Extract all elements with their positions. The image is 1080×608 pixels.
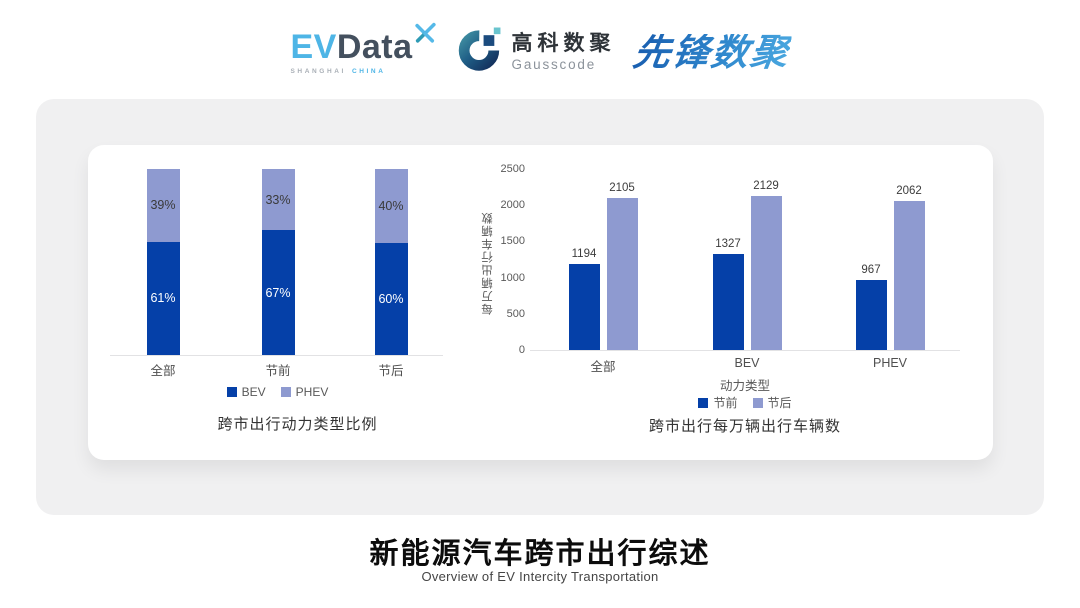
chart-panel-card: 跨市出行动力类型比例 39% 61% 全部 33% 67% 节前 40% 60% 节后 BEV PH… [88, 145, 993, 460]
evdata-sparkle-icon [414, 22, 437, 50]
bar-value-label: 2062 [896, 184, 922, 197]
bar-rect [855, 280, 887, 350]
header-logos: EV Data SHANGHAI CHINA [290, 22, 793, 78]
bar-group-全部: 1194 2105 [568, 169, 638, 350]
bar-节前-BEV: 1327 [712, 237, 744, 350]
evdata-data-text: Data [336, 27, 413, 66]
legend: 节前 节后 [530, 394, 960, 411]
left-x-axis-line [110, 355, 443, 356]
gausscode-cn-text: 高科数聚 [511, 31, 616, 55]
category-label-全部: 全部 [590, 360, 616, 374]
gausscode-logo: 高科数聚 Gausscode [457, 27, 616, 77]
bar-value-label: 1327 [715, 237, 741, 250]
evdata-subtitle: SHANGHAI CHINA [290, 68, 412, 75]
right-x-axis-line [530, 350, 960, 351]
legend-swatch [698, 397, 709, 408]
category-label-PHEV: PHEV [872, 356, 908, 370]
stacked-bar-节前: 33% 67% [261, 169, 295, 355]
bar-segment-PHEV: 39% [146, 169, 180, 242]
bar-value-label: 2105 [609, 181, 635, 194]
evdata-wordmark: EV Data [290, 30, 412, 64]
gausscode-icon [457, 27, 502, 77]
bar-节后-全部: 2105 [606, 181, 638, 350]
bar-segment-PHEV: 40% [374, 169, 408, 244]
bar-rect [606, 197, 638, 350]
legend-item-节后: 节后 [752, 394, 792, 411]
power-type-ratio-chart: 跨市出行动力类型比例 39% 61% 全部 33% 67% 节前 40% 60% 节后 BEV PH… [88, 145, 993, 460]
bar-rect [568, 263, 600, 350]
bar-节前-全部: 1194 [568, 247, 600, 350]
evdata-ev-text: EV [290, 27, 337, 66]
bar-节后-PHEV: 2062 [893, 184, 925, 350]
evdata-subtitle-shanghai: SHANGHAI [290, 67, 346, 75]
bar-value-label: 967 [861, 264, 881, 276]
bar-segment-BEV: 67% [261, 230, 295, 355]
legend-swatch [226, 387, 237, 397]
evdata-subtitle-china: CHINA [351, 67, 386, 75]
outer-gray-card: 跨市出行动力类型比例 39% 61% 全部 33% 67% 节前 40% 60% 节后 BEV PH… [36, 99, 1044, 515]
legend-label: PHEV [295, 385, 329, 399]
right-chart-x-axis-label: 动力类型 [719, 379, 770, 393]
bar-节后-BEV: 2129 [750, 179, 782, 350]
y-tick-label-2500: 2500 [500, 163, 525, 175]
gausscode-wordmark: 高科数聚 Gausscode [512, 32, 616, 73]
bar-value-label: 1194 [571, 247, 597, 260]
legend-label: BEV [241, 385, 266, 399]
right-chart-y-axis-label: 每万辆出行车辆数 [482, 211, 494, 315]
bar-segment-BEV: 60% [374, 243, 408, 355]
category-label-节后: 节后 [378, 364, 404, 378]
bar-group-PHEV: 967 2062 [855, 169, 925, 350]
legend-item-BEV: BEV [226, 385, 266, 399]
bar-rect [893, 200, 925, 350]
pioneer-data-logo: 先锋数聚 [630, 31, 793, 73]
legend-swatch [752, 397, 763, 408]
page-subtitle: Overview of EV Intercity Transportation [421, 569, 659, 584]
left-chart-title: 跨市出行动力类型比例 [217, 416, 378, 433]
legend: BEV PHEV [110, 385, 445, 399]
legend-item-节前: 节前 [698, 394, 738, 411]
bar-segment-PHEV: 33% [261, 169, 295, 231]
y-tick-label-2000: 2000 [500, 199, 525, 212]
evdata-logo: EV Data SHANGHAI CHINA [290, 22, 438, 75]
category-label-节前: 节前 [265, 364, 291, 378]
legend-label: 节前 [713, 396, 738, 410]
trips-per-10k-chart: 每万辆出行车辆数 动力类型 跨市出行每万辆出行车辆数 0 500 1000 1500 2… [88, 145, 993, 460]
stacked-bar-全部: 39% 61% [146, 169, 180, 355]
bar-rect [750, 195, 782, 350]
legend-label: 节后 [767, 396, 792, 410]
page-title: 新能源汽车跨市出行综述 [369, 538, 711, 570]
y-tick-label-1000: 1000 [500, 271, 525, 284]
bar-group-BEV: 1327 2129 [712, 169, 782, 350]
category-label-BEV: BEV [734, 356, 760, 370]
legend-swatch [280, 387, 291, 397]
category-label-全部: 全部 [150, 364, 176, 378]
y-tick-label-500: 500 [506, 307, 525, 320]
bar-value-label: 2129 [753, 179, 779, 192]
stacked-bar-节后: 40% 60% [374, 169, 408, 355]
gausscode-en-text: Gausscode [511, 56, 597, 72]
legend-item-PHEV: PHEV [280, 385, 329, 399]
bar-节前-PHEV: 967 [855, 264, 887, 350]
y-tick-label-0: 0 [518, 344, 525, 356]
bar-rect [712, 253, 744, 350]
right-chart-title: 跨市出行每万辆出行车辆数 [648, 418, 841, 435]
y-tick-label-1500: 1500 [500, 235, 525, 248]
bar-segment-BEV: 61% [146, 241, 180, 355]
